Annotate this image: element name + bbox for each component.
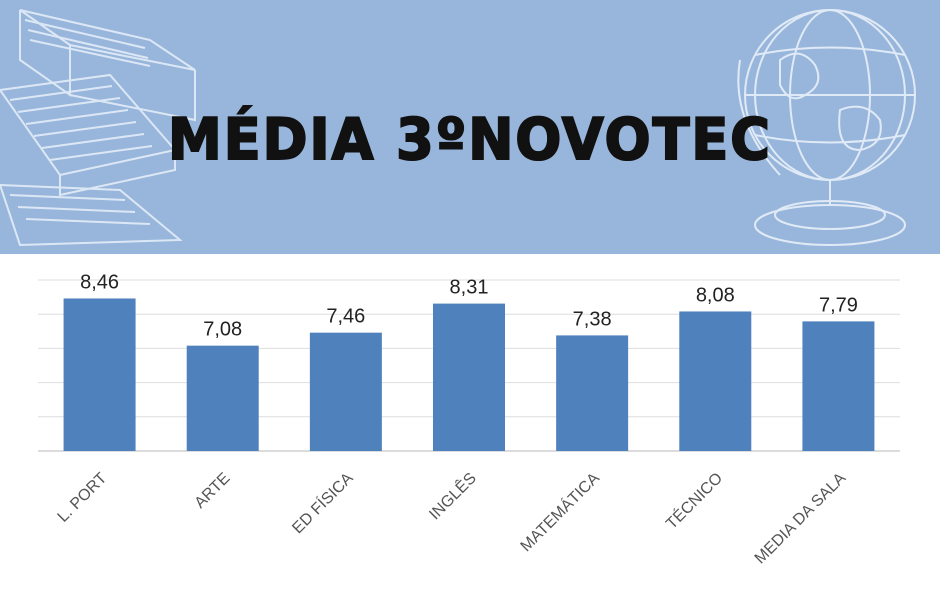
bar <box>556 335 629 451</box>
category-tick-label: ED FÍSICA <box>288 468 357 537</box>
data-label: 7,79 <box>819 294 858 316</box>
chart-area: 8,46 L. PORT 7,08 ARTE 7,46 ED FÍSICA 8,31 INGL… <box>0 254 940 600</box>
data-label: 7,08 <box>203 319 242 341</box>
bar <box>186 345 259 451</box>
data-label: 7,46 <box>326 306 365 328</box>
data-label: 8,31 <box>450 277 489 299</box>
bar-chart: 8,46 L. PORT 7,08 ARTE 7,46 ED FÍSICA 8,31 INGL… <box>38 271 900 568</box>
bar <box>433 303 505 451</box>
globe-illustration <box>737 9 916 246</box>
bar <box>802 321 875 451</box>
category-tick-label: MEDIA DA SALA <box>752 470 850 568</box>
page-title: MÉDIA 3ºNOVOTEC <box>167 105 772 173</box>
bar <box>309 332 382 451</box>
data-label: 8,08 <box>696 284 735 306</box>
bar <box>63 298 136 451</box>
category-tick-label: INGLÊS <box>425 468 480 523</box>
books-illustration <box>0 9 196 247</box>
header-banner: MÉDIA 3ºNOVOTEC <box>0 0 940 254</box>
category-tick-label: TÉCNICO <box>662 468 726 532</box>
category-tick-label: MATEMÁTICA <box>516 468 603 555</box>
data-label: 7,38 <box>573 308 612 330</box>
data-label: 8,46 <box>80 271 119 293</box>
category-tick-label: L. PORT <box>55 470 111 526</box>
bar <box>679 311 752 451</box>
category-tick-label: ARTE <box>192 470 234 512</box>
